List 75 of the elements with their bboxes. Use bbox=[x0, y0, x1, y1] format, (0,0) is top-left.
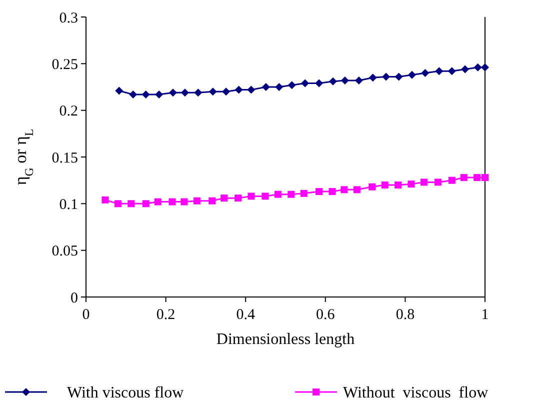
point bbox=[482, 174, 488, 182]
point bbox=[435, 67, 444, 76]
point bbox=[142, 200, 150, 208]
point bbox=[115, 86, 124, 95]
point bbox=[301, 79, 310, 88]
legend-label: Without viscous flow bbox=[343, 384, 489, 402]
point bbox=[288, 81, 296, 90]
y-tick-label: 0 bbox=[70, 290, 78, 306]
point bbox=[474, 63, 482, 72]
point bbox=[274, 190, 282, 198]
point bbox=[461, 65, 470, 74]
point bbox=[129, 90, 138, 98]
point bbox=[247, 86, 256, 94]
point bbox=[421, 69, 430, 77]
x-axis-title: Dimensionless length bbox=[216, 331, 355, 348]
point bbox=[328, 77, 337, 86]
point bbox=[368, 183, 376, 190]
y-tick-label: 0.1 bbox=[59, 196, 78, 213]
point bbox=[262, 83, 270, 91]
point bbox=[394, 182, 402, 188]
point bbox=[142, 90, 150, 98]
point bbox=[114, 200, 122, 208]
point bbox=[420, 178, 428, 186]
point bbox=[180, 88, 189, 97]
point bbox=[481, 63, 489, 72]
point bbox=[248, 192, 255, 200]
point bbox=[340, 186, 348, 194]
point bbox=[474, 174, 481, 182]
point bbox=[222, 88, 230, 96]
point bbox=[234, 86, 243, 94]
point bbox=[288, 190, 295, 198]
x-tick-label: 1 bbox=[481, 307, 489, 323]
point bbox=[168, 88, 177, 97]
point bbox=[448, 176, 456, 184]
point bbox=[381, 182, 388, 188]
point bbox=[208, 88, 217, 96]
point bbox=[340, 76, 349, 84]
point bbox=[180, 198, 188, 206]
point bbox=[328, 188, 336, 196]
y-tick-label: 0.05 bbox=[52, 244, 78, 260]
x-tick-label: 0.8 bbox=[396, 307, 415, 323]
legend-label: With viscous flow bbox=[67, 384, 184, 402]
point bbox=[408, 180, 415, 188]
x-tick-label: 0.4 bbox=[236, 307, 256, 323]
point bbox=[434, 178, 442, 186]
point bbox=[168, 198, 176, 206]
y-tick-label: 0.15 bbox=[52, 150, 78, 166]
point bbox=[316, 188, 323, 196]
point bbox=[275, 83, 284, 91]
point bbox=[448, 67, 456, 76]
point bbox=[315, 79, 324, 88]
point bbox=[220, 194, 228, 202]
point bbox=[155, 90, 164, 98]
x-tick-label: 0.2 bbox=[156, 307, 176, 323]
y-tick-label: 0.2 bbox=[59, 104, 78, 120]
point bbox=[300, 190, 308, 197]
point bbox=[460, 174, 468, 182]
point bbox=[353, 186, 360, 194]
point bbox=[354, 76, 363, 84]
point bbox=[234, 194, 242, 202]
point bbox=[154, 198, 162, 206]
point bbox=[194, 88, 202, 97]
point bbox=[193, 197, 200, 204]
point bbox=[368, 74, 377, 82]
point bbox=[102, 196, 109, 204]
x-tick-label: 0 bbox=[82, 307, 90, 323]
point bbox=[408, 70, 416, 79]
point bbox=[128, 200, 135, 208]
point bbox=[394, 72, 403, 81]
y-tick-label: 0.25 bbox=[52, 56, 78, 73]
point bbox=[208, 197, 216, 204]
point bbox=[382, 72, 390, 81]
x-tick-label: 0.6 bbox=[316, 307, 336, 323]
point bbox=[262, 192, 269, 200]
y-tick-label: 0.3 bbox=[59, 10, 78, 26]
